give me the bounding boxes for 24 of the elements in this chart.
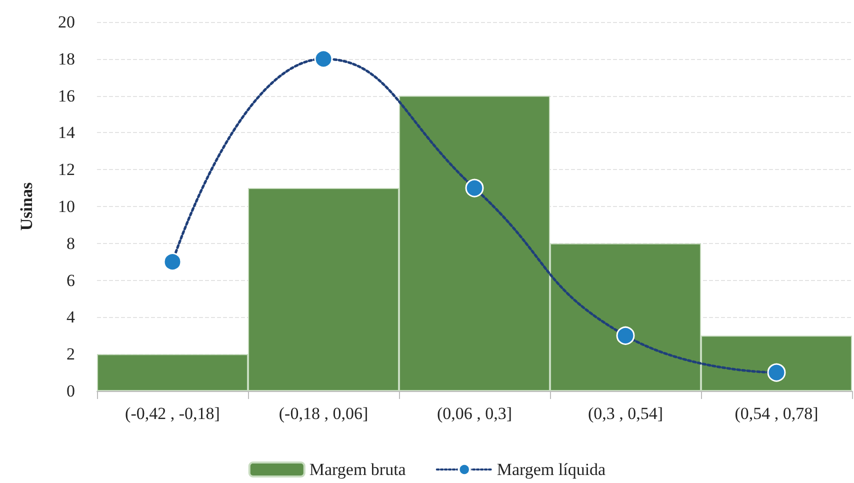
point	[767, 363, 786, 382]
legend-label: Margem líquida	[496, 460, 606, 479]
y-tick-label: 0	[66, 382, 75, 400]
y-tick-label: 10	[58, 197, 75, 216]
point	[616, 326, 635, 345]
point	[163, 252, 182, 272]
point	[465, 178, 484, 198]
y-tick-label: 6	[66, 270, 75, 290]
y-tick-label: 2	[66, 344, 75, 364]
y-tick-label: 4	[66, 308, 76, 327]
legend-label: Margem bruta	[309, 460, 406, 479]
y-tick-label: 18	[58, 49, 75, 68]
x-tick-label: (0,06 , 0,3]	[436, 404, 512, 423]
y-tick-label: 8	[66, 234, 75, 253]
point	[314, 50, 333, 68]
y-tick-label: 14	[58, 123, 76, 142]
y-tick-label: 16	[58, 86, 75, 106]
x-tick-label: (0,3 , 0,54]	[588, 404, 664, 423]
x-tick-label: (-0,42 , -0,18]	[125, 404, 220, 423]
y-tick-label: 12	[58, 160, 75, 180]
x-tick-label: (-0,18 , 0,06]	[278, 404, 368, 423]
x-tick-label: (0,54 , 0,78]	[734, 404, 818, 423]
y-tick-label: 20	[58, 12, 75, 32]
y-axis-title: Usinas	[17, 182, 36, 231]
